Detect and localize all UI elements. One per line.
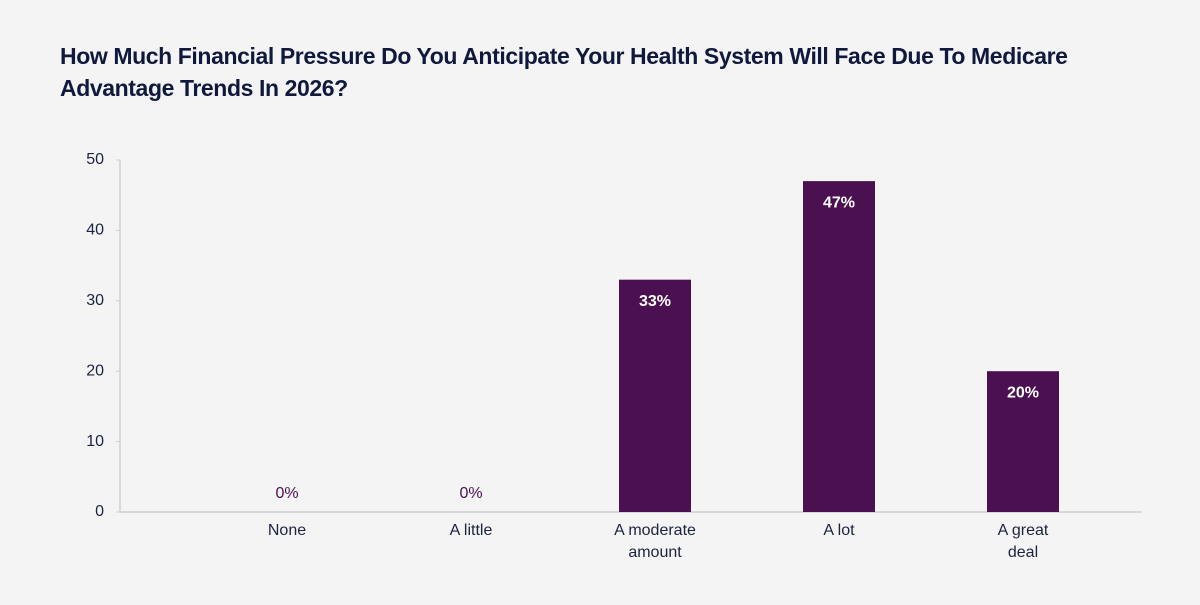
bar xyxy=(803,181,875,512)
y-tick-label: 0 xyxy=(95,503,104,520)
x-tick-label: A great deal xyxy=(997,522,1049,561)
bar xyxy=(987,371,1059,512)
y-tick-label: 10 xyxy=(86,433,104,450)
bar xyxy=(619,279,691,512)
value-label: 0% xyxy=(275,485,298,502)
x-tick-label: A little xyxy=(449,522,493,539)
x-tick-label: A lot xyxy=(823,522,855,539)
y-tick-label: 50 xyxy=(86,151,104,168)
chart-title: How Much Financial Pressure Do You Antic… xyxy=(60,43,1068,101)
value-label: 0% xyxy=(459,485,482,502)
y-tick-label: 40 xyxy=(86,222,104,239)
value-label: 33% xyxy=(639,293,671,310)
value-label: 47% xyxy=(823,194,855,211)
y-tick-label: 30 xyxy=(86,292,104,309)
x-tick-label: None xyxy=(267,522,307,539)
value-label: 20% xyxy=(1007,384,1039,401)
y-tick-label: 20 xyxy=(86,362,104,379)
x-tick-label: A moderate amount xyxy=(614,522,696,561)
